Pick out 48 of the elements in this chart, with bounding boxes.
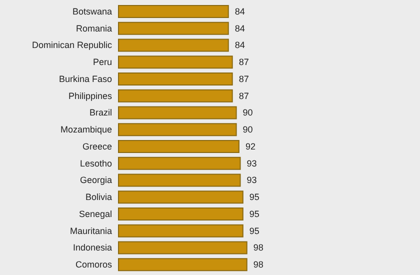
y-tick-label: Bolivia bbox=[85, 192, 112, 202]
bar bbox=[118, 72, 233, 86]
y-tick-label: Peru bbox=[92, 57, 112, 68]
data-label: 84 bbox=[234, 6, 245, 16]
bar bbox=[118, 190, 244, 204]
bar bbox=[118, 224, 244, 238]
y-tick-label: Mozambique bbox=[60, 124, 112, 135]
bar bbox=[118, 241, 248, 254]
y-tick-label: Comoros bbox=[75, 260, 112, 270]
y-tick-label: Romania bbox=[76, 23, 112, 34]
bar bbox=[118, 38, 229, 52]
y-tick-label: Botswana bbox=[72, 6, 112, 16]
y-tick-label: Brazil bbox=[89, 108, 112, 118]
data-label: 87 bbox=[238, 74, 249, 84]
y-tick-label: Burkina Faso bbox=[58, 74, 112, 84]
bar bbox=[118, 106, 237, 120]
data-label: 84 bbox=[234, 23, 245, 34]
bar bbox=[118, 22, 229, 35]
y-tick-label: Senegal bbox=[78, 208, 112, 219]
bar bbox=[118, 156, 241, 170]
bar bbox=[118, 174, 241, 187]
data-label: 98 bbox=[253, 242, 264, 253]
data-label: 87 bbox=[238, 90, 249, 101]
y-tick-label: Georgia bbox=[80, 175, 112, 186]
data-label: 90 bbox=[242, 108, 253, 118]
bar bbox=[118, 89, 233, 102]
data-label: 93 bbox=[246, 175, 257, 186]
data-label: 90 bbox=[242, 124, 253, 135]
data-label: 98 bbox=[253, 260, 264, 270]
y-tick-label: Mauritania bbox=[70, 226, 112, 236]
data-label: 93 bbox=[246, 158, 257, 168]
y-tick-label: Lesotho bbox=[80, 158, 112, 168]
y-tick-label: Greece bbox=[82, 141, 112, 152]
bar bbox=[118, 56, 233, 69]
bar bbox=[118, 207, 244, 220]
bar bbox=[118, 258, 248, 272]
data-label: 95 bbox=[249, 226, 260, 236]
y-tick-label: Philippines bbox=[68, 90, 112, 101]
data-label: 95 bbox=[249, 192, 260, 202]
y-tick-label: Dominican Republic bbox=[32, 40, 112, 50]
data-label: 87 bbox=[238, 57, 249, 68]
bar bbox=[118, 4, 229, 18]
y-tick-label: Indonesia bbox=[72, 242, 112, 253]
bar bbox=[118, 140, 240, 153]
data-label: 92 bbox=[245, 141, 256, 152]
data-label: 84 bbox=[234, 40, 245, 50]
data-label: 95 bbox=[249, 208, 260, 219]
bar bbox=[118, 123, 237, 136]
